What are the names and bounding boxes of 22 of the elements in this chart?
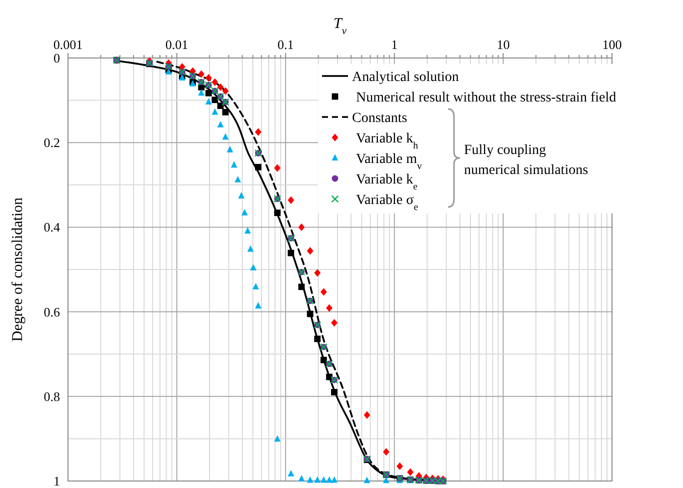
x-axis-title: T$_{v}$ (333, 16, 347, 36)
legend-label: Constants (352, 111, 408, 126)
x-tick-label: 0.1 (277, 37, 294, 52)
legend-label: Analytical solution (352, 70, 459, 85)
x-tick-label: 100 (602, 37, 622, 52)
y-tick-label: 0 (54, 50, 60, 66)
y-tick-label: 0.6 (44, 304, 60, 320)
legend-label: Variable σ$_{e}$ (356, 193, 419, 212)
legend-label: Variable k$_{h}$ (356, 132, 418, 151)
x-tick-label: 10 (496, 37, 510, 52)
y-tick-label: 0.8 (44, 388, 60, 404)
x-tick-label: 1 (391, 37, 398, 52)
legend-label: Variable k$_{e}$ (356, 172, 418, 192)
y-tick-label: 0.4 (44, 220, 60, 235)
y-tick-label: 1 (54, 474, 60, 488)
legend-label: Variable m$_{v}$ (356, 152, 422, 172)
y-tick-label: 0.2 (44, 135, 60, 150)
x-tick-label: 0.01 (165, 37, 188, 52)
annotation: Fully coupling numerical simulations (464, 143, 588, 178)
x-tick-label: 0.001 (53, 37, 83, 52)
y-axis-title: Degree of consolidation (10, 196, 26, 342)
legend-label: Numerical result without the stress-strain field (356, 90, 616, 106)
